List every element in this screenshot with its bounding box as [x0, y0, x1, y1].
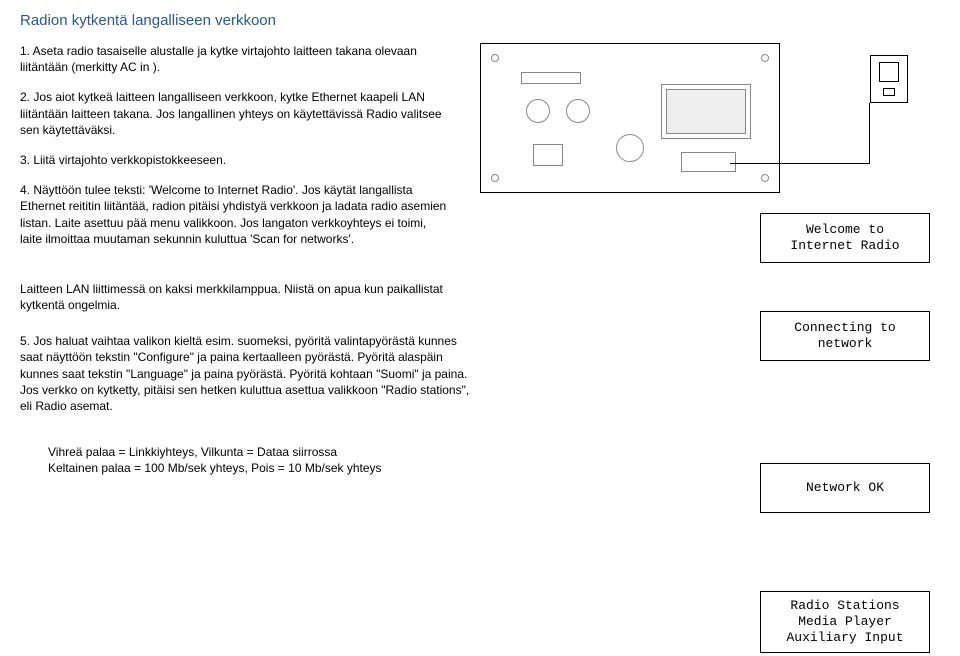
led-line-2: Keltainen palaa = 100 Mb/sek yhteys, Poi…: [48, 460, 468, 476]
screen-line: Network OK: [761, 480, 929, 496]
screen-connecting: Connecting to network: [760, 311, 930, 361]
left-column: 1. Aseta radio tasaiselle alustalle ja k…: [20, 43, 450, 261]
screen-welcome: Welcome to Internet Radio: [760, 213, 930, 263]
screen-line: Welcome to: [761, 222, 929, 238]
paragraph-1: 1. Aseta radio tasaiselle alustalle ja k…: [20, 43, 450, 75]
page-title: Radion kytkentä langalliseen verkkoon: [20, 12, 940, 29]
screen-menu: Radio Stations Media Player Auxiliary In…: [760, 591, 930, 653]
wall-outlet-diagram: [870, 55, 908, 103]
screen-line: Internet Radio: [761, 238, 929, 254]
paragraph-4: 4. Näyttöön tulee teksti: 'Welcome to In…: [20, 182, 450, 247]
led-line-1: Vihreä palaa = Linkkiyhteys, Vilkunta = …: [48, 444, 468, 460]
screen-line: Media Player: [761, 614, 929, 630]
screen-line: network: [761, 336, 929, 352]
screen-line: Auxiliary Input: [761, 630, 929, 646]
led-info: Vihreä palaa = Linkkiyhteys, Vilkunta = …: [48, 444, 468, 476]
paragraph-2: 2. Jos aiot kytkeä laitteen langalliseen…: [20, 89, 450, 138]
screen-line: Connecting to: [761, 320, 929, 336]
paragraph-5: 5. Jos haluat vaihtaa valikon kieltä esi…: [20, 333, 470, 414]
screen-network-ok: Network OK: [760, 463, 930, 513]
lan-note: Laitteen LAN liittimessä on kaksi merkki…: [20, 281, 450, 313]
screen-line: Radio Stations: [761, 598, 929, 614]
device-diagram: [480, 43, 780, 193]
paragraph-3: 3. Liitä virtajohto verkkopistokkeeseen.: [20, 152, 450, 168]
